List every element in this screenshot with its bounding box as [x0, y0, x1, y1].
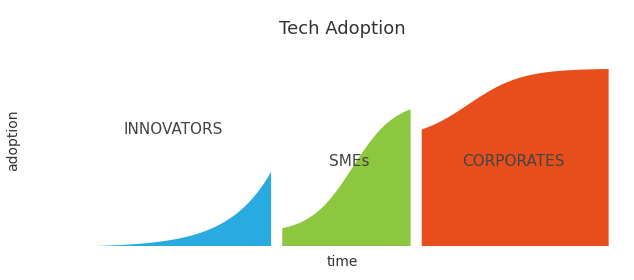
Text: time: time	[327, 255, 358, 269]
Text: CORPORATES: CORPORATES	[463, 154, 565, 169]
Polygon shape	[79, 172, 271, 246]
Text: Tech Adoption: Tech Adoption	[279, 20, 406, 38]
Polygon shape	[282, 109, 411, 246]
Polygon shape	[422, 69, 609, 246]
Text: SMEs: SMEs	[329, 154, 370, 169]
Text: adoption: adoption	[6, 109, 20, 171]
Text: INNOVATORS: INNOVATORS	[124, 122, 223, 137]
